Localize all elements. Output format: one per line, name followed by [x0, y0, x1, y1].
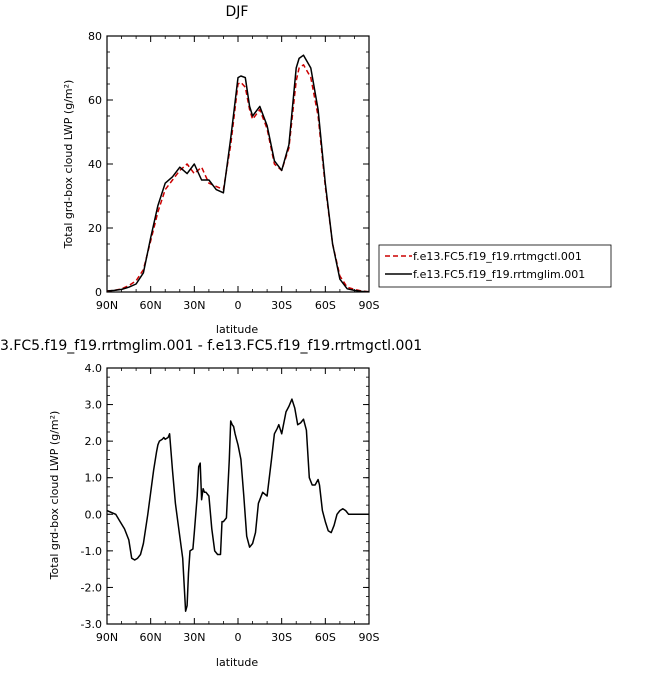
- y-tick-label: 4.0: [85, 362, 103, 375]
- y-tick-label: 3.0: [85, 399, 103, 412]
- legend-box: [378, 244, 612, 288]
- top-x-axis-label: latitude: [216, 323, 258, 336]
- x-tick-label: 60N: [140, 299, 162, 312]
- y-tick-label: 80: [88, 30, 102, 43]
- x-tick-label: 90N: [96, 299, 118, 312]
- x-tick-label: 0: [235, 631, 242, 644]
- x-tick-label: 60N: [140, 631, 162, 644]
- legend: f.e13.FC5.f19_f19.rrtmgctl.001 f.e13.FC5…: [378, 244, 612, 288]
- bottom-chart-title: 3.FC5.f19_f19.rrtmglim.001 - f.e13.FC5.f…: [0, 338, 422, 354]
- top-plot-area: 90N 60N 30N 0 30S 60S 90S 0 20 40 60 80: [88, 30, 380, 312]
- y-tick-label: 1.0: [85, 472, 103, 485]
- y-tick-label: 2.0: [85, 435, 103, 448]
- plot-frame: [106, 35, 370, 293]
- x-tick-label: 0: [235, 299, 242, 312]
- x-tick-label: 60S: [315, 631, 336, 644]
- top-chart: DJF 90N 60N 30N 0 30S 60S 90S 0 20 40 60 80 latitud…: [62, 4, 612, 336]
- y-tick-label: -1.0: [81, 545, 102, 558]
- y-tick-label: 20: [88, 222, 102, 235]
- y-tick-label: 60: [88, 94, 102, 107]
- x-tick-label: 60S: [315, 299, 336, 312]
- bottom-y-axis-label: Total grd-box cloud LWP (g/m²): [48, 411, 61, 581]
- plot-frame: [106, 367, 370, 625]
- x-tick-label: 30S: [271, 299, 292, 312]
- bottom-x-axis-label: latitude: [216, 656, 258, 669]
- legend-label-ctl: f.e13.FC5.f19_f19.rrtmgctl.001: [413, 250, 582, 263]
- x-tick-label: 90S: [359, 299, 380, 312]
- chart0-series-1-line: [106, 54, 370, 293]
- x-tick-label: 90S: [359, 631, 380, 644]
- x-tick-label: 30N: [183, 631, 205, 644]
- y-tick-label: 0: [95, 286, 102, 299]
- y-tick-label: 40: [88, 158, 102, 171]
- x-tick-label: 90N: [96, 631, 118, 644]
- legend-label-lim: f.e13.FC5.f19_f19.rrtmglim.001: [413, 268, 585, 281]
- chart1-series-0-line: [106, 398, 369, 612]
- bottom-chart: 3.FC5.f19_f19.rrtmglim.001 - f.e13.FC5.f…: [0, 338, 422, 669]
- y-tick-label: -2.0: [81, 581, 102, 594]
- x-tick-label: 30S: [271, 631, 292, 644]
- x-tick-label: 30N: [183, 299, 205, 312]
- bottom-plot-area: 90N 60N 30N 0 30S 60S 90S -3.0 -2.0 -1.0 0.0 1.0 2.0…: [81, 362, 380, 644]
- y-tick-label: -3.0: [81, 618, 102, 631]
- top-y-axis-label: Total grd-box cloud LWP (g/m²): [62, 80, 75, 250]
- y-tick-label: 0.0: [85, 508, 103, 521]
- top-chart-title: DJF: [226, 4, 249, 20]
